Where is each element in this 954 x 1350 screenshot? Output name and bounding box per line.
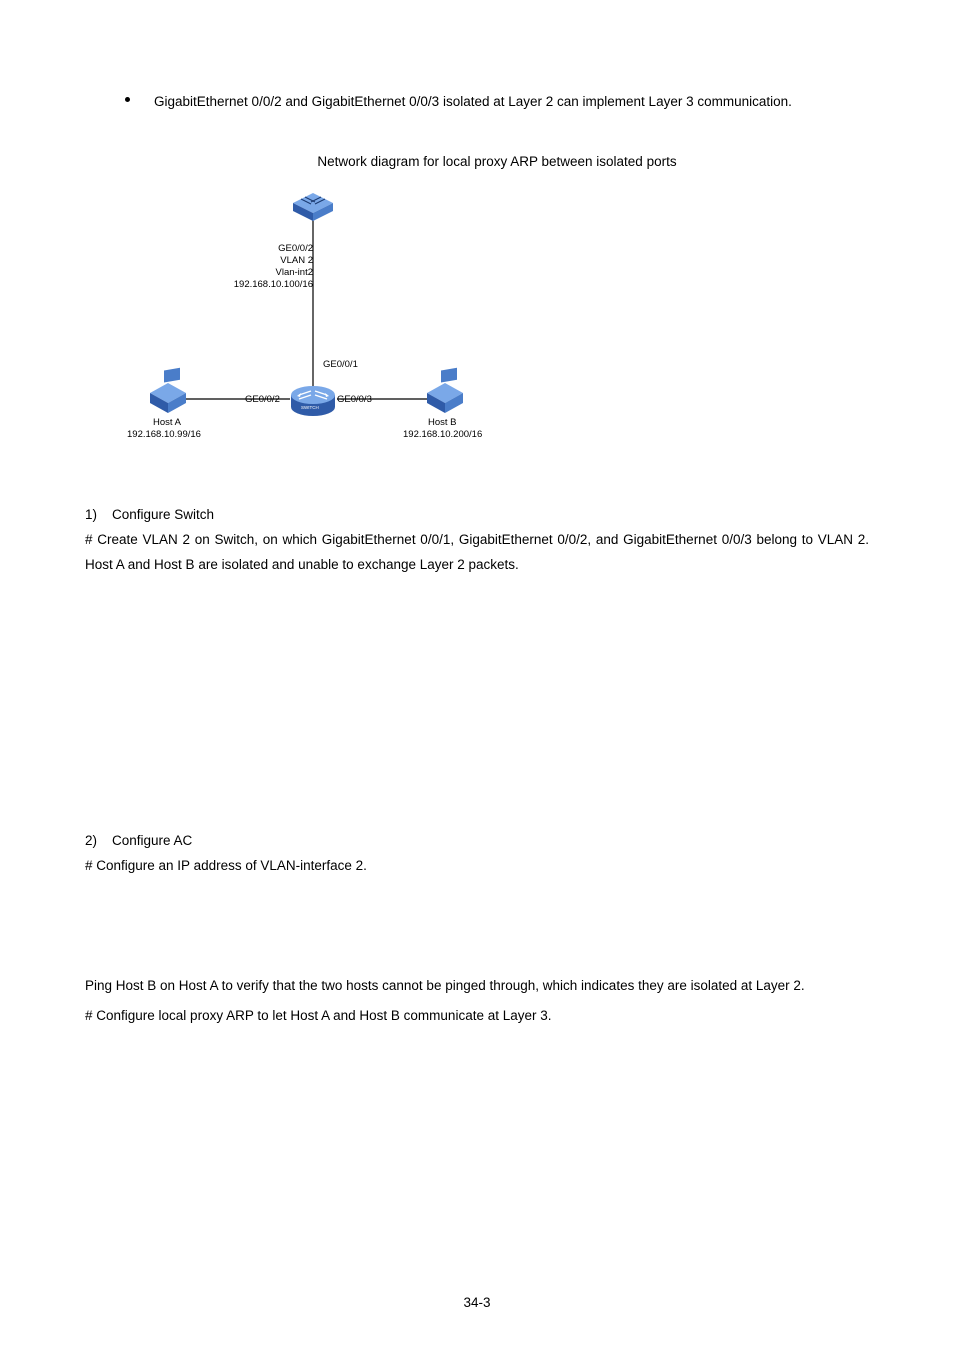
- router-ip-label: 192.168.10.100/16: [223, 279, 313, 290]
- router-port-label: GE0/0/2: [253, 243, 313, 254]
- code-gap-1: [85, 583, 869, 833]
- hosta-ip: 192.168.10.99/16: [127, 429, 201, 440]
- step2-heading: 2) Configure AC: [85, 833, 869, 848]
- router-vlan-label: VLAN 2: [253, 255, 313, 266]
- step3-body: # Configure local proxy ARP to let Host …: [85, 1004, 869, 1028]
- page: GigabitEthernet 0/0/2 and GigabitEtherne…: [0, 0, 954, 1350]
- hostb-ip: 192.168.10.200/16: [403, 429, 482, 440]
- switch-text: SWITCH: [301, 405, 319, 410]
- bullet-text: GigabitEthernet 0/0/2 and GigabitEtherne…: [154, 90, 792, 114]
- left-port-label: GE0/0/2: [245, 394, 280, 405]
- code-gap-2: [85, 884, 869, 974]
- figure-caption: Network diagram for local proxy ARP betw…: [85, 154, 869, 169]
- hostb-name: Host B: [428, 417, 457, 428]
- bullet-dot: [125, 97, 130, 102]
- mid-port-label: GE0/0/1: [323, 359, 358, 370]
- router-int-label: Vlan-int2: [253, 267, 313, 278]
- bullet-row: GigabitEthernet 0/0/2 and GigabitEtherne…: [85, 90, 869, 114]
- step1-heading: 1) Configure Switch: [85, 507, 869, 522]
- network-diagram: GE0/0/2 VLAN 2 Vlan-int2 192.168.10.100/…: [125, 187, 485, 467]
- step2-body: # Configure an IP address of VLAN-interf…: [85, 854, 869, 878]
- page-number: 34-3: [0, 1295, 954, 1310]
- step1-body: # Create VLAN 2 on Switch, on which Giga…: [85, 528, 869, 577]
- right-port-label: GE0/0/3: [337, 394, 372, 405]
- hosta-name: Host A: [153, 417, 181, 428]
- verify-text: Ping Host B on Host A to verify that the…: [85, 974, 869, 998]
